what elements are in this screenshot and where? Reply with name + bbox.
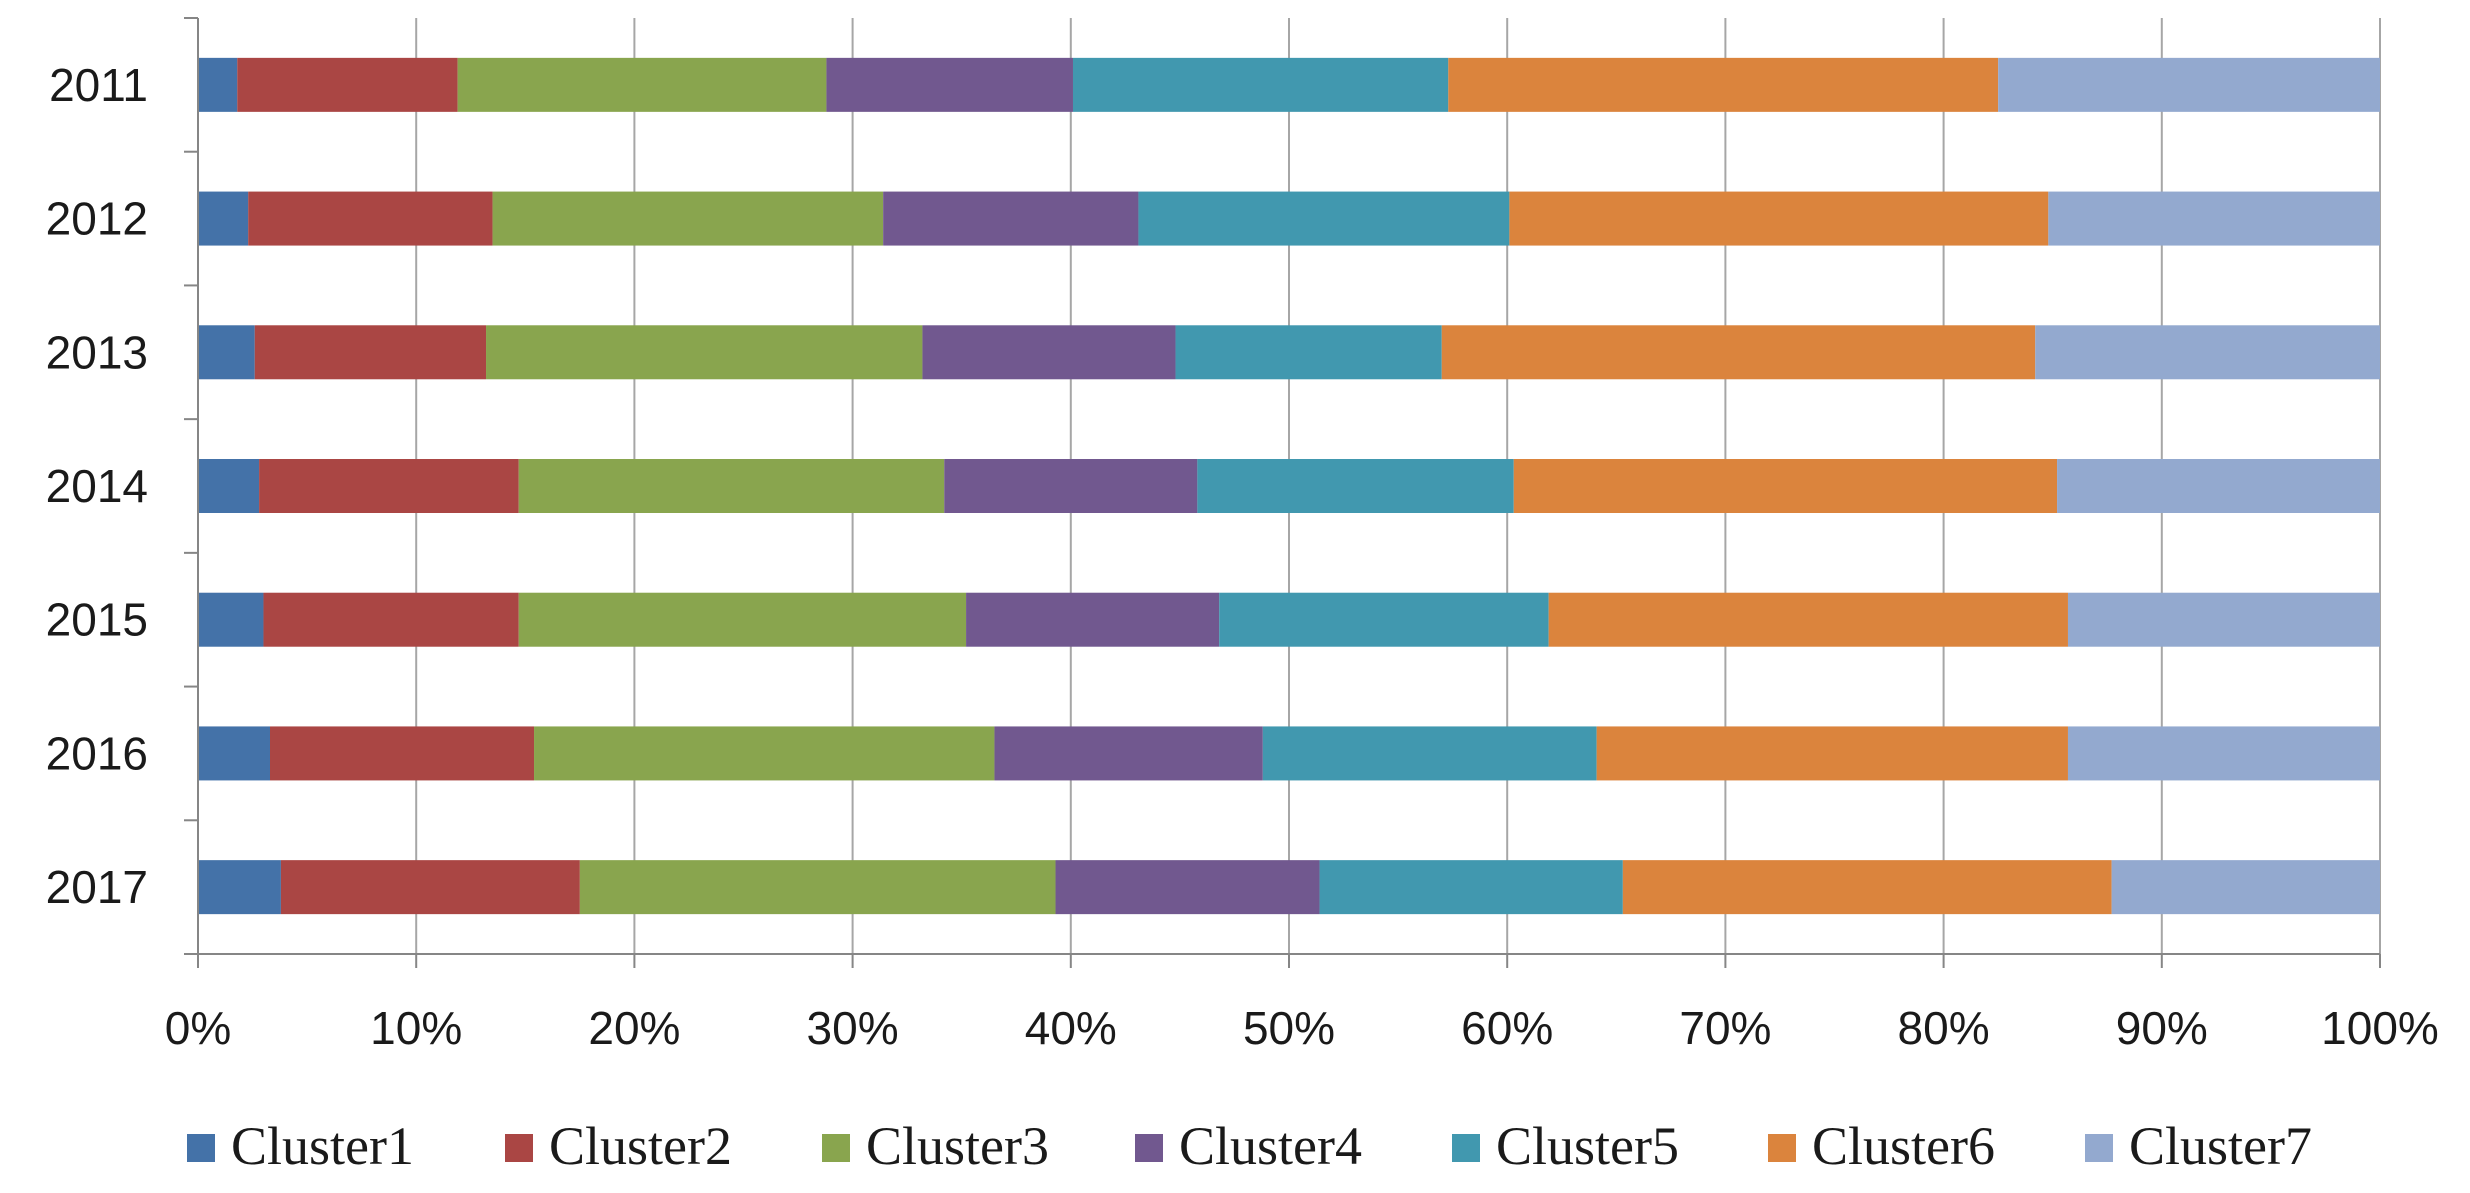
bar-cluster4-2015 (966, 592, 1220, 647)
x-tick-label: 50% (1243, 1002, 1335, 1054)
bar-cluster6-2011 (1448, 57, 1999, 112)
bar-cluster1-2011 (198, 57, 238, 112)
bar-cluster4-2017 (1055, 860, 1320, 915)
bar-cluster6-2014 (1513, 459, 2058, 513)
bar-cluster2-2015 (263, 592, 519, 647)
legend-label: Cluster1 (231, 1116, 414, 1176)
bar-cluster3-2017 (579, 860, 1056, 915)
bar-cluster2-2011 (237, 57, 458, 112)
bar-cluster3-2015 (518, 592, 967, 647)
bars-group (198, 57, 2380, 915)
axes (184, 17, 2381, 968)
y-tick-label: 2012 (46, 193, 148, 245)
legend-item-cluster5: Cluster5 (1452, 1116, 1679, 1176)
x-tick-label: 0% (165, 1002, 231, 1054)
legend-swatch (822, 1134, 850, 1162)
bar-cluster6-2013 (1441, 325, 2036, 380)
legend-label: Cluster6 (1812, 1116, 1995, 1176)
x-tick-label: 20% (588, 1002, 680, 1054)
bar-cluster7-2012 (2048, 191, 2380, 246)
bar-cluster7-2013 (2035, 325, 2380, 380)
legend-label: Cluster5 (1496, 1116, 1679, 1176)
y-tick-label: 2016 (46, 727, 148, 779)
legend-swatch (187, 1134, 215, 1162)
bar-cluster5-2013 (1175, 325, 1442, 380)
bar-cluster5-2014 (1197, 459, 1514, 513)
bar-cluster7-2016 (2067, 726, 2380, 781)
bar-cluster5-2017 (1319, 860, 1623, 915)
bar-cluster2-2016 (270, 726, 535, 781)
legend-item-cluster1: Cluster1 (187, 1116, 414, 1176)
bar-cluster4-2014 (944, 459, 1198, 513)
legend-item-cluster4: Cluster4 (1135, 1116, 1362, 1176)
x-tick-label: 30% (807, 1002, 899, 1054)
bar-cluster4-2013 (922, 325, 1176, 380)
y-axis-tick-labels: 2011 2012 2013 2014 2015 2016 2017 (46, 59, 148, 913)
legend-label: Cluster4 (1179, 1116, 1362, 1176)
legend-swatch (1768, 1134, 1796, 1162)
bar-cluster5-2012 (1138, 191, 1510, 246)
y-tick-label: 2013 (46, 326, 148, 378)
bar-cluster2-2014 (259, 459, 519, 513)
bar-cluster5-2015 (1219, 592, 1549, 647)
legend-swatch (1452, 1134, 1480, 1162)
bar-cluster7-2015 (2067, 592, 2380, 647)
bar-cluster5-2011 (1072, 57, 1449, 112)
x-tick-label: 10% (370, 1002, 462, 1054)
y-tick-label: 2017 (46, 861, 148, 913)
x-tick-label: 40% (1025, 1002, 1117, 1054)
legend-item-cluster2: Cluster2 (505, 1116, 732, 1176)
legend: Cluster1 Cluster2 Cluster3 Cluster4 Cluster5… (187, 1116, 2312, 1176)
x-tick-label: 80% (1898, 1002, 1990, 1054)
bar-cluster4-2011 (826, 57, 1073, 112)
x-tick-label: 90% (2116, 1002, 2208, 1054)
legend-item-cluster6: Cluster6 (1768, 1116, 1995, 1176)
legend-swatch (505, 1134, 533, 1162)
bar-cluster6-2017 (1622, 860, 2112, 915)
bar-cluster1-2016 (198, 726, 271, 781)
bar-cluster5-2016 (1262, 726, 1597, 781)
y-tick-label: 2011 (49, 59, 148, 111)
legend-label: Cluster3 (866, 1116, 1049, 1176)
bar-cluster6-2012 (1509, 191, 2049, 246)
bar-cluster7-2014 (2057, 459, 2380, 513)
bar-cluster2-2017 (280, 860, 580, 915)
bar-cluster6-2016 (1596, 726, 2068, 781)
legend-label: Cluster2 (549, 1116, 732, 1176)
bar-cluster1-2013 (198, 325, 255, 380)
legend-item-cluster7: Cluster7 (2085, 1116, 2312, 1176)
bar-cluster1-2014 (198, 459, 260, 513)
legend-swatch (1135, 1134, 1163, 1162)
x-tick-label: 60% (1461, 1002, 1553, 1054)
bar-cluster3-2012 (492, 191, 884, 246)
bar-cluster3-2013 (486, 325, 923, 380)
bar-cluster1-2015 (198, 592, 264, 647)
bar-cluster3-2014 (518, 459, 945, 513)
x-tick-label: 100% (2321, 1002, 2439, 1054)
bar-cluster3-2011 (457, 57, 827, 112)
bar-cluster6-2015 (1548, 592, 2068, 647)
legend-item-cluster3: Cluster3 (822, 1116, 1049, 1176)
legend-swatch (2085, 1134, 2113, 1162)
x-axis-tick-labels: 0% 10% 20% 30% 40% 50% 60% 70% 80% 90% 100% (165, 1002, 2439, 1054)
legend-label: Cluster7 (2129, 1116, 2312, 1176)
bar-cluster3-2016 (534, 726, 995, 781)
bar-cluster7-2017 (2111, 860, 2380, 915)
bar-cluster4-2012 (883, 191, 1139, 246)
y-tick-label: 2014 (46, 460, 148, 512)
bar-cluster2-2012 (248, 191, 493, 246)
bar-cluster1-2017 (198, 860, 281, 915)
bar-cluster7-2011 (1998, 57, 2380, 112)
bar-cluster2-2013 (254, 325, 487, 380)
x-tick-label: 70% (1679, 1002, 1771, 1054)
bar-cluster4-2016 (994, 726, 1263, 781)
bar-cluster1-2012 (198, 191, 249, 246)
y-tick-label: 2015 (46, 594, 148, 646)
